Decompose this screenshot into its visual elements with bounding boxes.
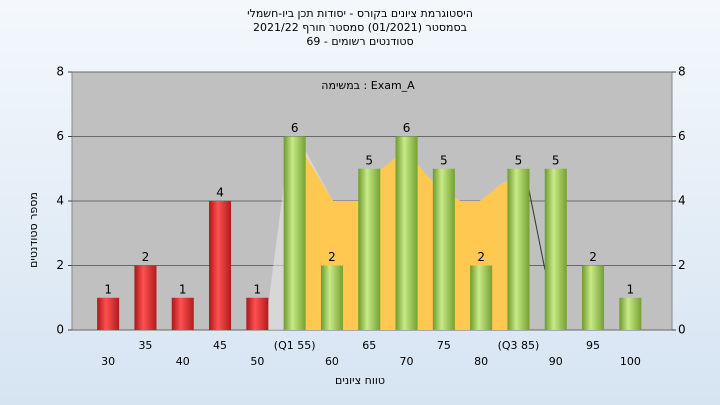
x-tick-label: 75 (437, 339, 451, 352)
y-tick-label: 2 (56, 258, 64, 272)
value-label: 5 (552, 153, 560, 167)
bar (395, 136, 418, 330)
bar (283, 136, 306, 330)
value-label: 2 (142, 250, 150, 264)
value-label: 2 (589, 250, 597, 264)
y-tick-label: 4 (56, 194, 64, 208)
bar (470, 265, 493, 330)
bar (320, 265, 343, 330)
y2-tick-label: 6 (678, 129, 686, 143)
bar (432, 168, 455, 330)
value-label: 1 (104, 282, 112, 296)
x-tick-label: 90 (549, 355, 563, 368)
bar (246, 297, 269, 330)
value-label: 2 (477, 250, 485, 264)
value-label: 1 (179, 282, 187, 296)
title-line: בסמסטר (01/2021) סמסטר חורף 2021/22 (253, 21, 467, 34)
title-line: סטודנטים רשומים - 69 (306, 35, 413, 48)
bar (619, 297, 642, 330)
x-tick-label: 60 (325, 355, 339, 368)
bar (544, 168, 567, 330)
x-tick-label: 70 (400, 355, 414, 368)
x-tick-label: 95 (586, 339, 600, 352)
y-tick-label: 8 (56, 65, 64, 79)
x-tick-label: 45 (213, 339, 227, 352)
value-label: 1 (627, 282, 635, 296)
y2-tick-label: 0 (678, 323, 686, 337)
x-tick-label: 30 (101, 355, 115, 368)
x-tick-label: 40 (176, 355, 190, 368)
y2-tick-label: 2 (678, 258, 686, 272)
y-tick-label: 6 (56, 129, 64, 143)
x-tick-label: 80 (474, 355, 488, 368)
value-label: 1 (254, 282, 262, 296)
x-tick-label: 65 (362, 339, 376, 352)
y-tick-label: 0 (56, 323, 64, 337)
x-axis-label: טווח ציונים (335, 374, 385, 387)
y2-tick-label: 8 (678, 65, 686, 79)
x-tick-label: 50 (250, 355, 264, 368)
value-label: 6 (291, 121, 299, 135)
value-label: 5 (365, 153, 373, 167)
bar (171, 297, 194, 330)
value-label: 5 (440, 153, 448, 167)
bar (97, 297, 120, 330)
bar (358, 168, 381, 330)
x-tick-label: (Q3 85) (498, 339, 540, 352)
bar (209, 201, 232, 330)
annotation: במשימה : Exam_A (321, 79, 415, 92)
value-label: 6 (403, 121, 411, 135)
bar (582, 265, 605, 330)
x-tick-label: (Q1 55) (274, 339, 316, 352)
title-line: היסטוגרמת ציונים בקורס - יסודות תכן ביו-… (247, 7, 473, 20)
y-axis-label: מספר סטודנטים (27, 192, 40, 268)
x-tick-label: 100 (620, 355, 641, 368)
x-tick-label: 35 (138, 339, 152, 352)
value-label: 5 (515, 153, 523, 167)
bar (134, 265, 157, 330)
value-label: 4 (216, 186, 224, 200)
bar (507, 168, 530, 330)
y2-tick-label: 4 (678, 194, 686, 208)
value-label: 2 (328, 250, 336, 264)
